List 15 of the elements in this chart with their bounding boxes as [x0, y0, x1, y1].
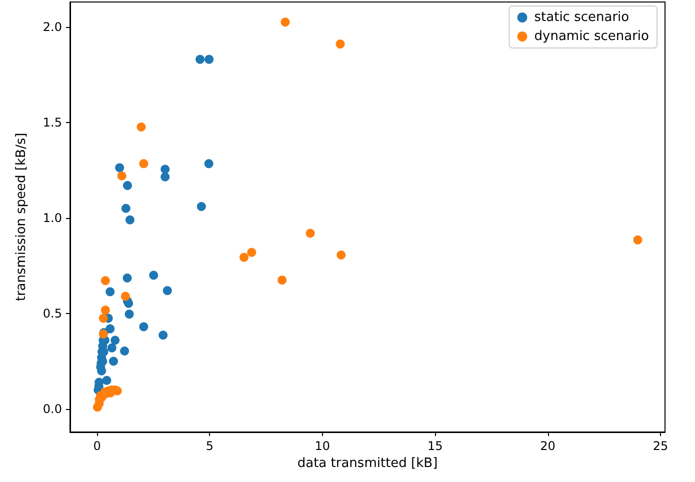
- legend-label: static scenario: [534, 10, 630, 25]
- x-tick-label: 15: [427, 439, 443, 453]
- y-tick-label: 0.5: [42, 306, 62, 321]
- y-tick-label: 0.0: [42, 402, 62, 416]
- x-tick-label: 25: [652, 439, 668, 453]
- x-tick-label: 5: [206, 439, 214, 453]
- y-tick-label: 1.0: [42, 210, 62, 225]
- legend-label: dynamic scenario: [534, 29, 650, 44]
- y-tick-label: 1.5: [42, 115, 62, 130]
- x-tick-label: 20: [540, 439, 556, 453]
- x-axis-title: data transmitted [kB]: [297, 456, 438, 471]
- y-axis-title: transmission speed [kB/s]: [14, 132, 29, 302]
- y-tick-label: 2.0: [42, 20, 62, 34]
- x-tick-label: 10: [314, 439, 330, 453]
- x-tick-label: 0: [93, 439, 101, 453]
